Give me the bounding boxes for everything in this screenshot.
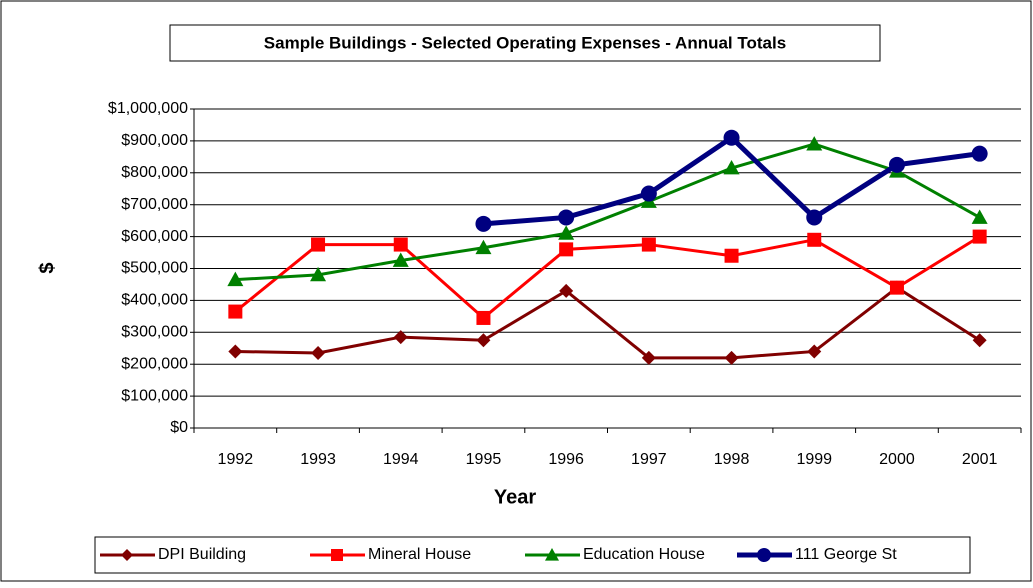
series-line (235, 285, 981, 360)
y-tick-label: $200,000 (121, 355, 188, 372)
marker (476, 310, 491, 325)
marker (640, 185, 657, 202)
marker (757, 548, 771, 562)
series-line (235, 142, 981, 282)
marker (724, 350, 739, 365)
x-tick-label: 1994 (383, 451, 419, 468)
marker (311, 237, 326, 252)
marker (393, 237, 408, 252)
marker (393, 330, 408, 345)
chart-title: Sample Buildings - Selected Operating Ex… (264, 33, 786, 52)
x-tick-label: 1999 (796, 451, 832, 468)
x-tick-label: 1998 (714, 451, 750, 468)
marker (311, 346, 326, 361)
marker (724, 248, 739, 263)
y-tick-label: $400,000 (121, 292, 188, 309)
marker (889, 280, 904, 295)
y-tick-label: $700,000 (121, 196, 188, 213)
x-tick-label: 1996 (548, 451, 584, 468)
marker (227, 271, 244, 287)
marker (641, 237, 656, 252)
marker (806, 136, 823, 151)
marker (972, 229, 987, 244)
marker (559, 242, 574, 257)
marker (971, 209, 988, 224)
marker (723, 129, 740, 146)
y-tick-label: $100,000 (121, 387, 188, 404)
marker (331, 549, 343, 561)
marker (545, 548, 559, 561)
series-line (234, 235, 981, 320)
y-tick-label: $900,000 (121, 132, 188, 149)
marker (392, 252, 409, 267)
y-tick-label: $600,000 (121, 228, 188, 245)
y-tick-label: $300,000 (121, 324, 188, 341)
marker (121, 549, 133, 561)
marker (641, 350, 656, 365)
marker (971, 145, 988, 162)
x-tick-label: 2001 (962, 451, 998, 468)
marker (228, 304, 243, 319)
y-tick-label: $800,000 (121, 164, 188, 181)
x-tick-label: 1993 (300, 451, 336, 468)
marker (723, 160, 740, 175)
marker (476, 333, 491, 348)
marker (972, 333, 987, 348)
marker (310, 266, 327, 282)
x-tick-label: 2000 (879, 451, 915, 468)
marker (559, 283, 574, 298)
y-tick-label: $1,000,000 (108, 100, 188, 117)
marker (558, 209, 575, 226)
marker (806, 209, 823, 226)
y-axis-label: $ (36, 262, 58, 273)
x-tick-label: 1997 (631, 451, 667, 468)
marker (888, 156, 905, 173)
marker (228, 344, 243, 359)
title-box (169, 24, 881, 62)
legend-label: Education House (583, 546, 705, 563)
marker (558, 225, 575, 240)
y-tick-label: $0 (170, 419, 188, 436)
marker (475, 239, 492, 255)
legend-label: Mineral House (368, 546, 471, 563)
legend-label: DPI Building (158, 546, 246, 563)
x-axis-label: Year (494, 486, 536, 508)
marker (475, 215, 492, 232)
marker (807, 344, 822, 359)
marker (807, 232, 822, 247)
x-tick-label: 1995 (466, 451, 502, 468)
x-tick-label: 1992 (218, 451, 254, 468)
legend-label: 111 George St (795, 546, 897, 563)
y-tick-label: $500,000 (121, 260, 188, 277)
